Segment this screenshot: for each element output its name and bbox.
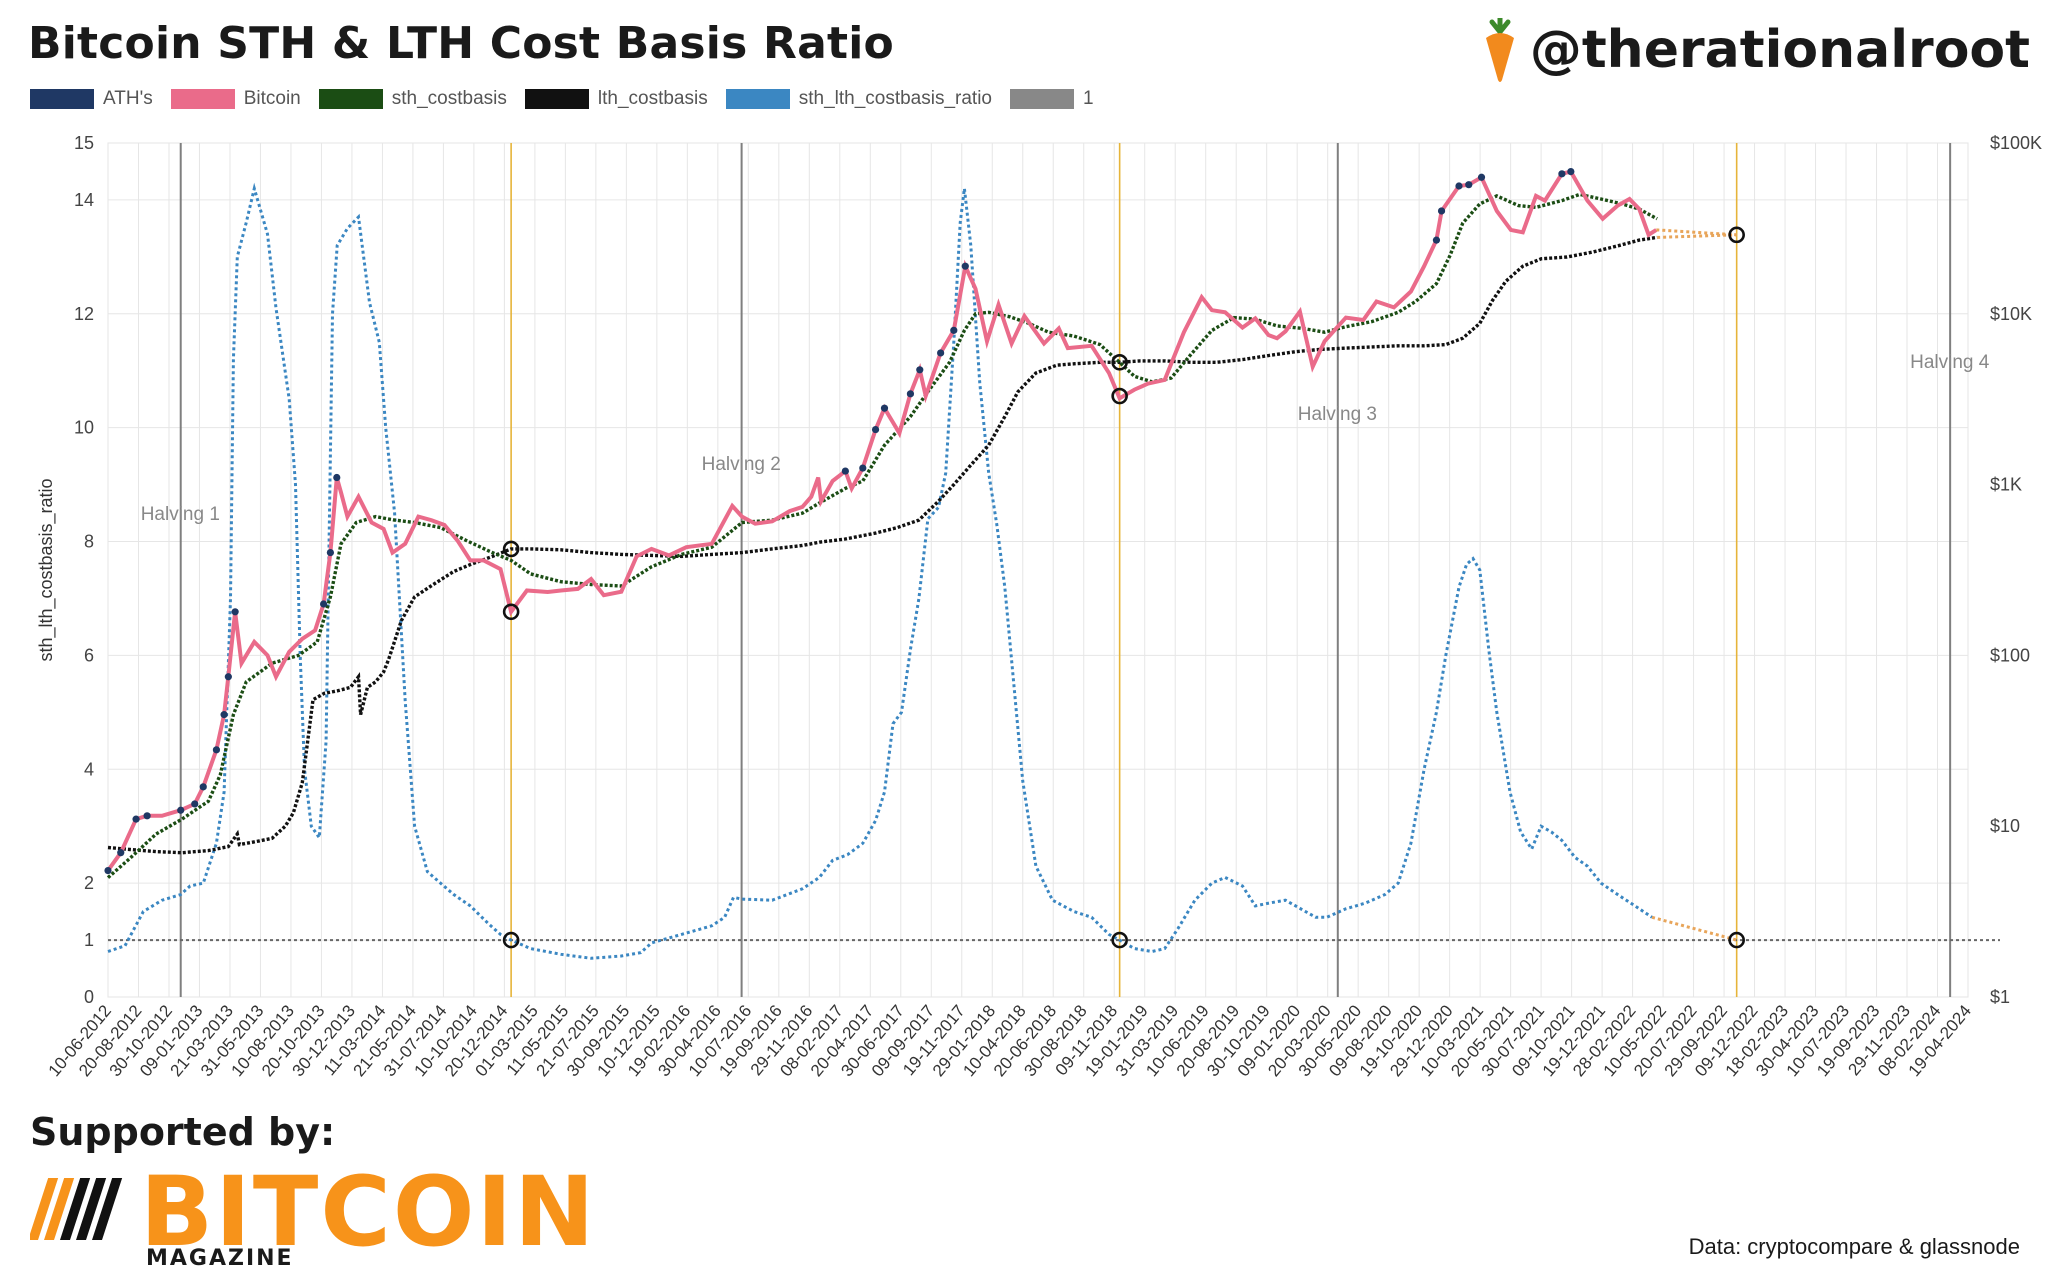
- data-source: Data: cryptocompare & glassnode: [1688, 1234, 2020, 1259]
- ath-marker: [1455, 182, 1463, 190]
- y-tick-label: 15: [74, 133, 94, 153]
- legend-item-lth[interactable]: lth_costbasis: [524, 88, 708, 110]
- series-sth-line: [106, 192, 1658, 879]
- legend-item-ratio[interactable]: sth_lth_costbasis_ratio: [725, 88, 992, 110]
- halving-label: Halving 4: [1910, 352, 1990, 373]
- ath-marker: [199, 783, 207, 791]
- bitcoin-magazine-logo[interactable]: BITCOIN MAGAZINE: [30, 1156, 597, 1271]
- cycle-marker-price: [502, 603, 520, 621]
- ath-marker: [326, 548, 335, 557]
- y-tick-label: 14: [74, 190, 94, 210]
- legend-label-ath: ATH's: [103, 88, 153, 109]
- y2-tick-label: $100: [1990, 645, 2030, 665]
- ath-marker: [916, 366, 924, 374]
- ath-marker: [177, 806, 185, 814]
- ath-marker: [104, 866, 112, 875]
- legend-swatch-bitcoin: [170, 89, 235, 109]
- y2-tick-label: $1K: [1990, 475, 2022, 495]
- y-tick-label: 10: [74, 418, 94, 438]
- chart-legend: ATH's Bitcoin sth_costbasis lth_costbasi…: [30, 88, 1094, 110]
- ath-marker: [224, 673, 232, 681]
- y2-tick-label: $10K: [1990, 304, 2032, 324]
- ath-marker: [333, 473, 341, 482]
- y-tick-label: 0: [84, 987, 94, 1007]
- y2-tick-label: $100K: [1990, 133, 2042, 153]
- y-tick-label: 12: [74, 304, 94, 324]
- author-handle[interactable]: @therationalroot: [1480, 18, 2030, 82]
- ath-marker: [117, 849, 125, 857]
- carrot-icon: [1485, 18, 1514, 82]
- y-tick-label: 2: [84, 873, 94, 893]
- halving-label: Halving 3: [1298, 404, 1377, 425]
- legend-label-lth: lth_costbasis: [597, 88, 708, 109]
- ath-marker: [937, 349, 945, 357]
- y-axis-title: sth_lth_costbasis_ratio: [36, 478, 57, 661]
- ath-marker: [961, 262, 969, 270]
- ath-marker: [319, 600, 328, 608]
- ath-marker: [1432, 236, 1441, 244]
- cycle-marker-lth: [1111, 354, 1128, 371]
- series-ratio-line: [107, 182, 1653, 960]
- chart-canvas: 01246810121415$1$10$100$1K$10K$100K10-06…: [36, 133, 2042, 1080]
- y-tick-label: 1: [84, 930, 94, 950]
- legend-swatch-sth: [318, 89, 383, 109]
- ath-marker: [1465, 181, 1473, 189]
- legend-swatch-ratio: [725, 89, 790, 109]
- cycle-marker-lth: [502, 540, 520, 558]
- chart-title: Bitcoin STH & LTH Cost Basis Ratio: [28, 18, 894, 69]
- y-tick-label: 6: [84, 645, 94, 665]
- legend-label-ratio: sth_lth_costbasis_ratio: [798, 88, 992, 109]
- ath-marker: [212, 746, 221, 754]
- cycle-marker-ratio: [1111, 931, 1128, 949]
- bitcoin-magazine-mark-icon: [30, 1178, 123, 1240]
- legend-item-sth[interactable]: sth_costbasis: [318, 88, 507, 110]
- legend-item-one[interactable]: 1: [1010, 88, 1094, 110]
- ath-marker: [1558, 170, 1566, 178]
- y-tick-label: 4: [84, 759, 94, 779]
- ath-marker: [220, 711, 228, 719]
- ath-marker: [841, 467, 849, 475]
- cycle-marker-ratio: [502, 931, 520, 949]
- cycle-marker-lth: [1728, 226, 1745, 244]
- cycle-marker-price: [1111, 387, 1128, 405]
- cycle-marker-ratio: [1728, 931, 1745, 949]
- legend-item-bitcoin[interactable]: Bitcoin: [170, 88, 301, 110]
- ath-marker: [859, 464, 867, 472]
- series-lth-line: [107, 235, 1658, 855]
- y2-tick-label: $10: [1990, 816, 2020, 836]
- ath-marker: [143, 812, 151, 820]
- ath-marker: [1437, 207, 1446, 215]
- y2-tick-label: $1: [1990, 987, 2010, 1007]
- ath-marker: [1567, 168, 1575, 176]
- legend-swatch-lth: [524, 89, 589, 109]
- grid: [107, 142, 1969, 998]
- ath-marker: [1477, 173, 1486, 181]
- halving-label: Halving 1: [141, 504, 220, 525]
- ath-marker: [906, 390, 915, 398]
- legend-label-one: 1: [1083, 88, 1094, 109]
- ath-marker: [871, 425, 880, 434]
- halving-label: Halving 2: [702, 454, 781, 475]
- legend-item-ath[interactable]: ATH's: [30, 88, 153, 110]
- ath-marker: [132, 815, 140, 823]
- forecast-ratio-line: [1651, 915, 1738, 942]
- ath-marker: [191, 800, 199, 808]
- supported-by-label: Supported by:: [30, 1110, 336, 1154]
- ath-marker: [880, 404, 889, 412]
- forecast-lth-line: [1657, 233, 1737, 239]
- legend-label-bitcoin: Bitcoin: [243, 88, 301, 109]
- y-tick-label: 8: [84, 532, 94, 552]
- series-bitcoin-line: [106, 169, 1658, 872]
- logo-wordmark: BITCOIN: [140, 1156, 597, 1268]
- ath-marker: [231, 608, 239, 616]
- ath-marker: [950, 326, 958, 334]
- legend-swatch-ath: [30, 89, 94, 109]
- legend-swatch-one: [1010, 89, 1074, 109]
- logo-subtitle: MAGAZINE: [146, 1246, 294, 1271]
- legend-label-sth: sth_costbasis: [391, 88, 507, 109]
- handle-text: @therationalroot: [1529, 20, 2030, 80]
